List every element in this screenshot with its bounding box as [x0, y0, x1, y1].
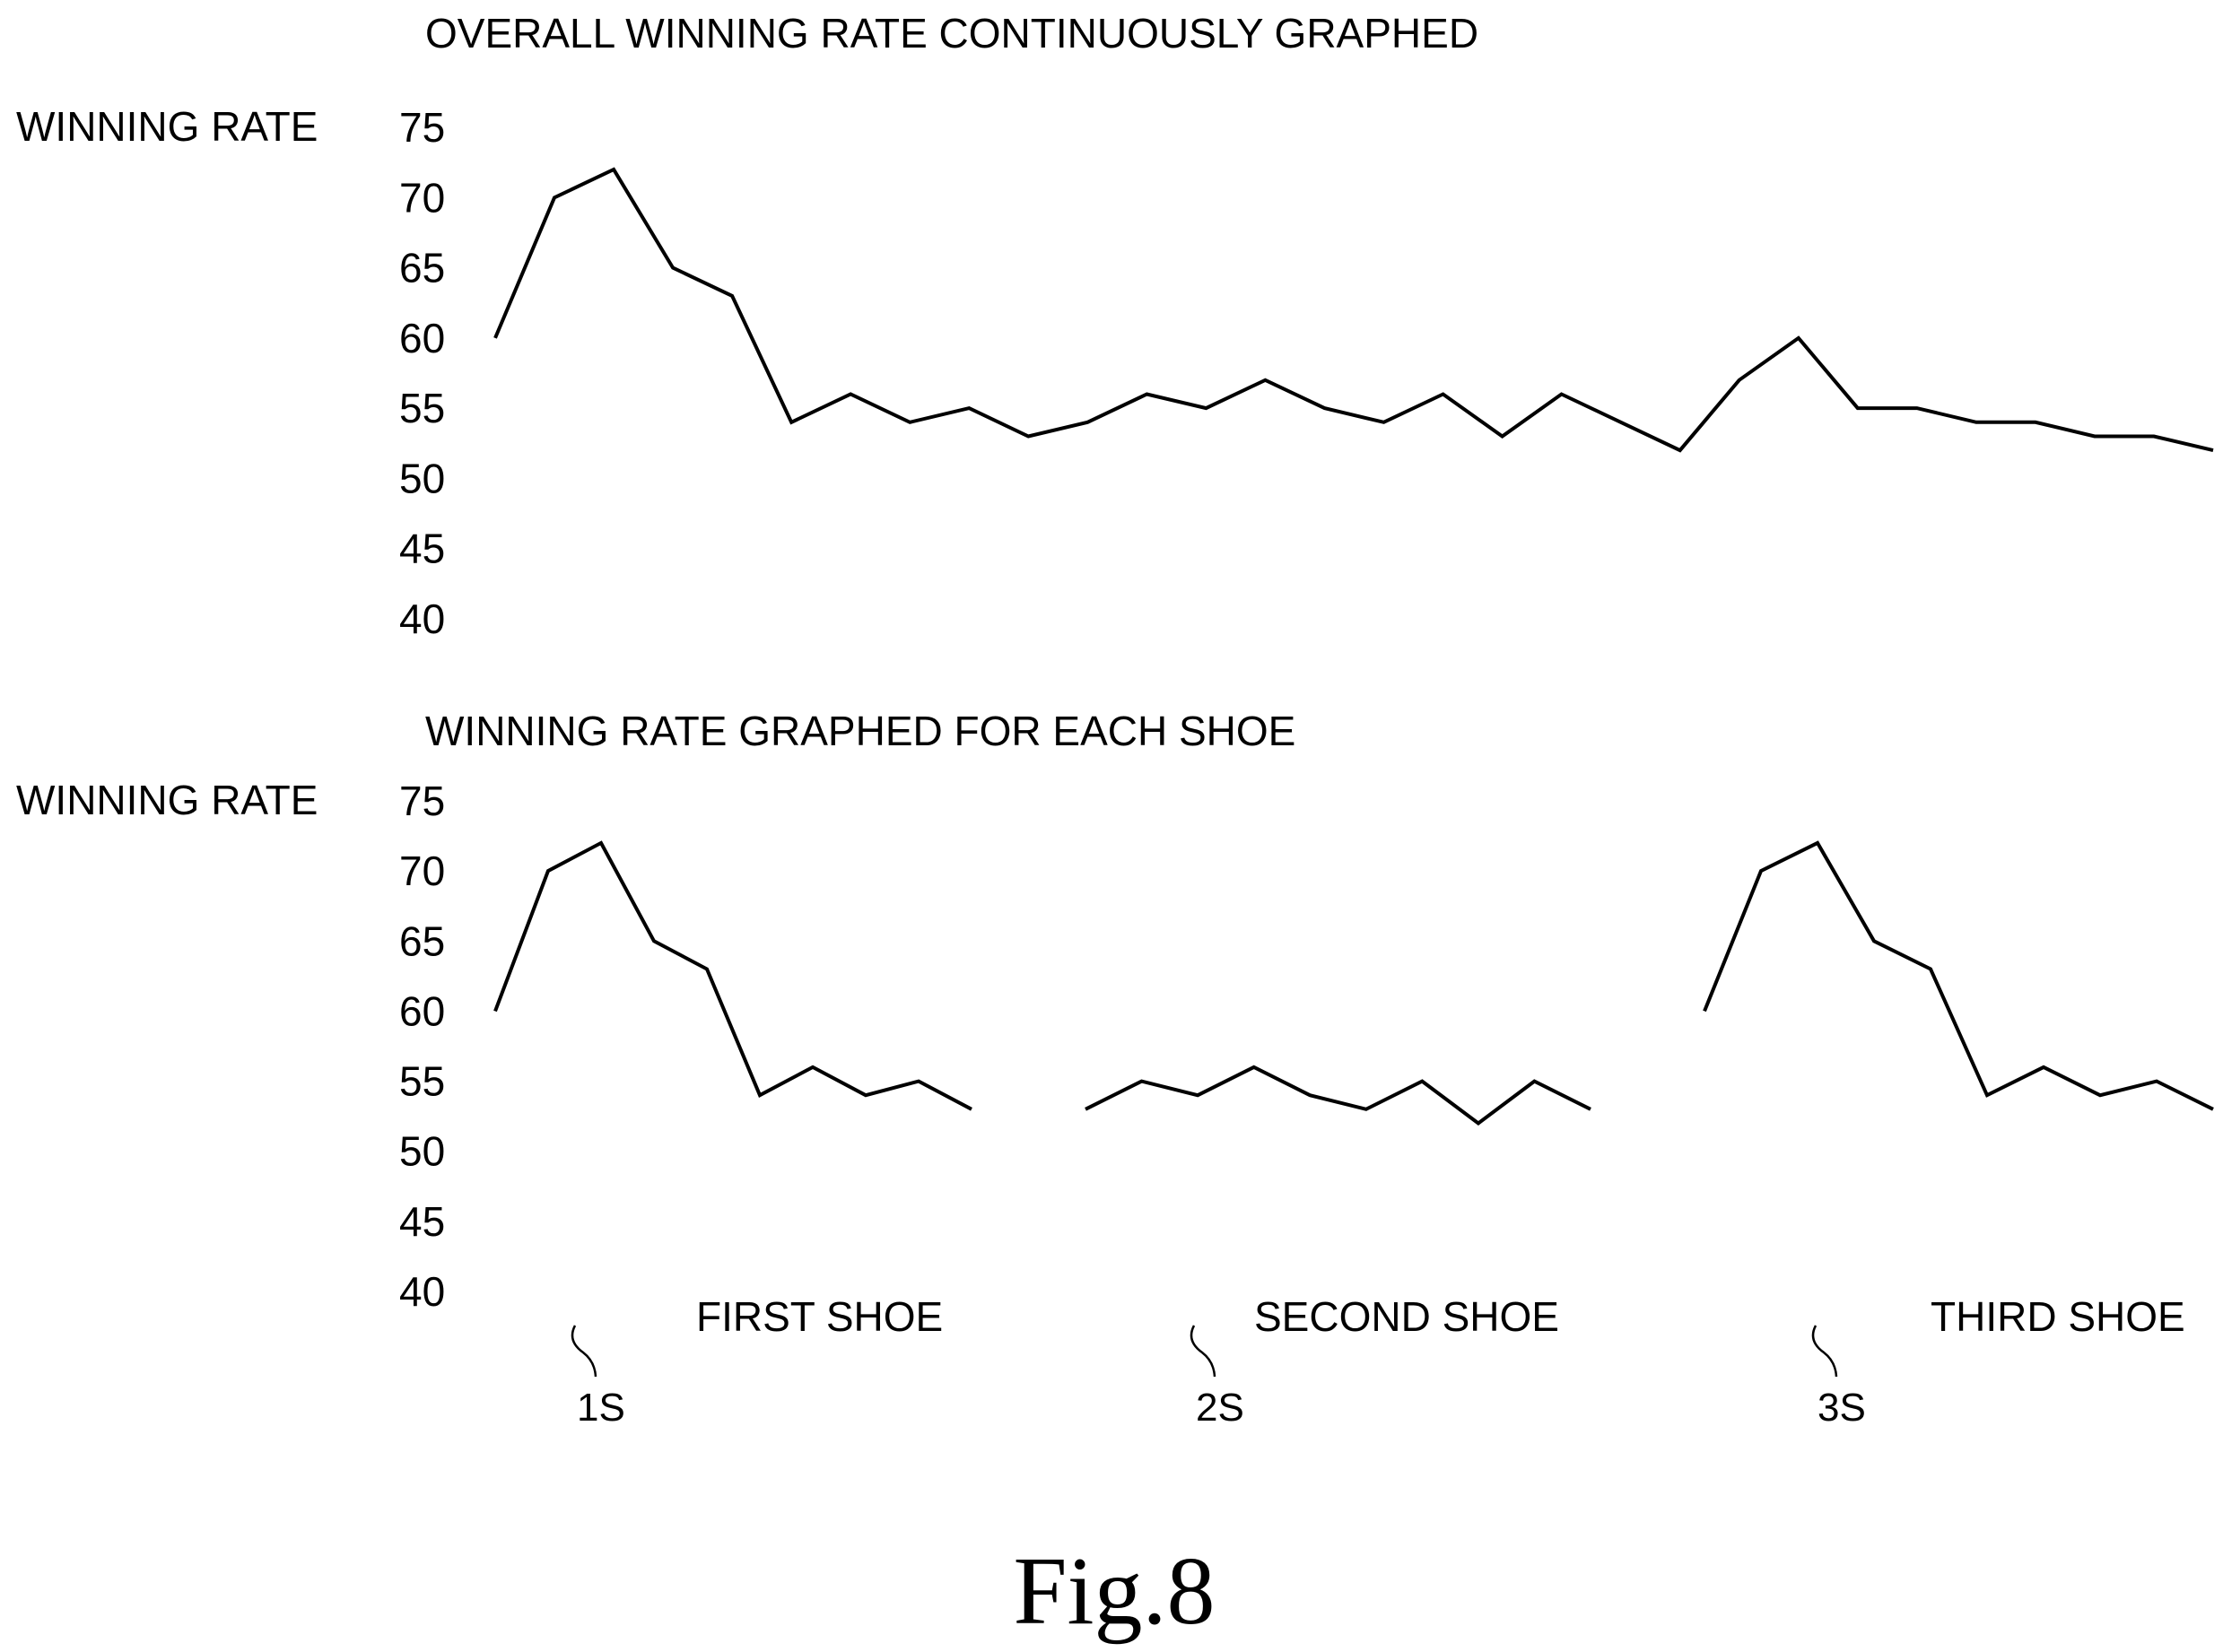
- first-shoe-label: FIRST SHOE: [696, 1293, 943, 1340]
- y-tick-label: 75: [399, 778, 445, 824]
- reference-numeral-3s: 3S: [1818, 1386, 1866, 1430]
- y-tick-label: 50: [399, 455, 445, 501]
- series-line-shoe-1: [493, 840, 972, 1111]
- reference-leader-line-2s: [1190, 1325, 1216, 1378]
- y-tick-label: 45: [399, 526, 445, 572]
- y-tick-label: 50: [399, 1128, 445, 1175]
- y-tick-label: 40: [399, 1268, 445, 1315]
- reference-leader-line-1s: [571, 1325, 597, 1378]
- reference-numeral-2s: 2S: [1196, 1386, 1244, 1430]
- series-line-overall: [493, 167, 2214, 453]
- y-tick-label: 55: [399, 385, 445, 431]
- second-shoe-label: SECOND SHOE: [1254, 1293, 1559, 1340]
- series-line-shoe-2: [1085, 1065, 1591, 1126]
- series-line-shoe-3: [1703, 840, 2214, 1111]
- plot-area: [493, 167, 2214, 453]
- y-tick-label: 70: [399, 848, 445, 894]
- y-tick-label: 75: [399, 104, 445, 151]
- y-tick-label: 65: [399, 245, 445, 291]
- y-tick-label: 60: [399, 315, 445, 361]
- chart-title: WINNING RATE GRAPHED FOR EACH SHOE: [425, 708, 1295, 754]
- third-shoe-label: THIRD SHOE: [1931, 1293, 2185, 1340]
- reference-leader-line-3s: [1811, 1325, 1838, 1378]
- per-shoe-winning-rate-chart: WINNING RATE GRAPHED FOR EACH SHOE WINNI…: [16, 708, 2214, 1430]
- y-axis-label: WINNING RATE: [16, 103, 318, 150]
- continuous-winning-rate-chart: OVERALL WINNING RATE CONTINUOUSLY GRAPHE…: [16, 10, 2214, 642]
- reference-numeral-1s: 1S: [577, 1386, 625, 1430]
- y-tick-label: 70: [399, 174, 445, 221]
- y-tick-label: 45: [399, 1198, 445, 1245]
- y-tick-label: 65: [399, 917, 445, 964]
- y-tick-label: 55: [399, 1058, 445, 1105]
- chart-title: OVERALL WINNING RATE CONTINUOUSLY GRAPHE…: [425, 10, 1478, 57]
- y-tick-labels: 75 70 65 60 55 50 45 40: [399, 778, 445, 1315]
- y-axis-label: WINNING RATE: [16, 777, 318, 823]
- y-tick-label: 60: [399, 987, 445, 1034]
- figure-label: Fig.8: [1013, 1538, 1215, 1645]
- plot-area: [493, 840, 2214, 1126]
- y-tick-label: 40: [399, 596, 445, 642]
- y-tick-labels: 75 70 65 60 55 50 45 40: [399, 104, 445, 642]
